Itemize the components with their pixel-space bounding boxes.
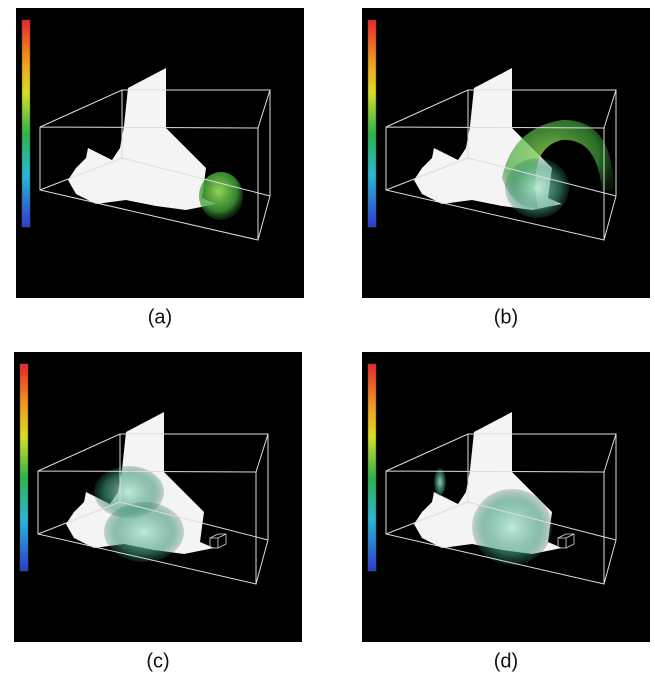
panel-caption: (c) [146, 650, 169, 672]
panel-caption: (d) [494, 650, 518, 672]
panel [362, 8, 650, 298]
panel-caption: (b) [494, 306, 518, 328]
colorbar [20, 364, 28, 571]
panel [14, 352, 302, 642]
teal-volume [104, 502, 184, 562]
teal-volume [434, 468, 446, 496]
green-volume [505, 158, 569, 218]
figure-canvas: (a) (b) (c) (d) [0, 0, 655, 677]
panel [16, 8, 304, 298]
teal-volume [472, 489, 552, 565]
colorbar [368, 20, 376, 227]
panel-caption: (a) [148, 306, 172, 328]
panel [362, 352, 650, 642]
colorbar [368, 364, 376, 571]
figure: (a) (b) (c) (d) [0, 0, 655, 677]
colorbar [22, 20, 30, 227]
